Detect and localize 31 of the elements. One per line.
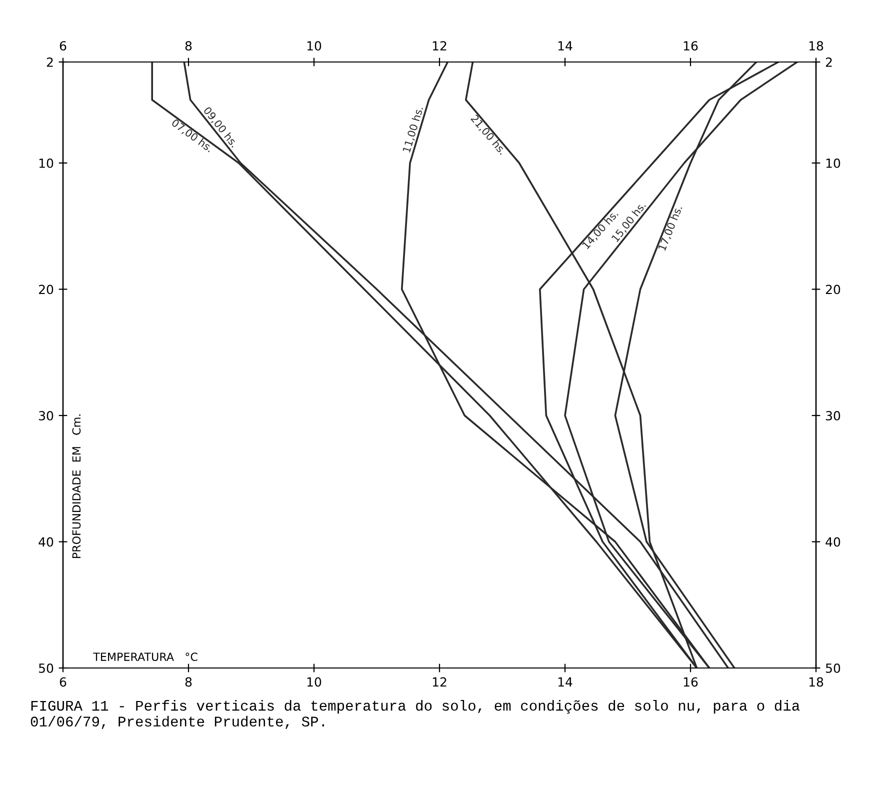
x-tick-label: 18	[809, 677, 824, 687]
y-tick-label: 40	[38, 537, 54, 547]
x-tick-label: 16	[684, 677, 698, 687]
y2-tick-label: 30	[826, 410, 840, 420]
text: FIGURA 11 - Perfis verticais da temperatura do solo, em condições de solo nu, para o dia 01/06/79, Presidente Prudente, SP.	[30, 700, 800, 729]
x-tick-label: 6	[60, 677, 66, 687]
x-axis-title: TEMPERATURA °C	[93, 652, 198, 661]
x2-tick-label: 12	[432, 41, 446, 50]
x-tick-label: 14	[558, 677, 572, 687]
y-tick-label: 2	[46, 57, 53, 67]
y-tick-label: 10	[39, 158, 54, 168]
text: 17,00 hs.	[658, 205, 684, 252]
y-tick-label: 30	[39, 410, 54, 420]
y-tick-label: 50	[39, 663, 54, 673]
y2-tick-label: 20	[826, 284, 840, 294]
y2-tick-label: 50	[826, 663, 840, 673]
x2-tick-label: 18	[809, 41, 824, 51]
text: 11,00 hs.	[402, 106, 424, 154]
y-axis-title: PROFUNDIDADE EM Cm.	[72, 414, 81, 558]
x2-tick-label: 16	[684, 41, 698, 51]
x2-tick-label: 6	[60, 41, 66, 51]
y-tick-label: 20	[38, 284, 54, 294]
y2-tick-label: 10	[826, 158, 840, 168]
y2-tick-label: 2	[826, 57, 832, 67]
x-tick-label: 10	[307, 677, 322, 687]
x2-tick-label: 10	[307, 41, 322, 51]
x2-tick-label: 14	[558, 41, 572, 50]
x2-tick-label: 8	[185, 41, 192, 51]
x-tick-label: 8	[185, 677, 192, 687]
y2-tick-label: 40	[826, 537, 840, 547]
x-tick-label: 12	[432, 677, 446, 687]
